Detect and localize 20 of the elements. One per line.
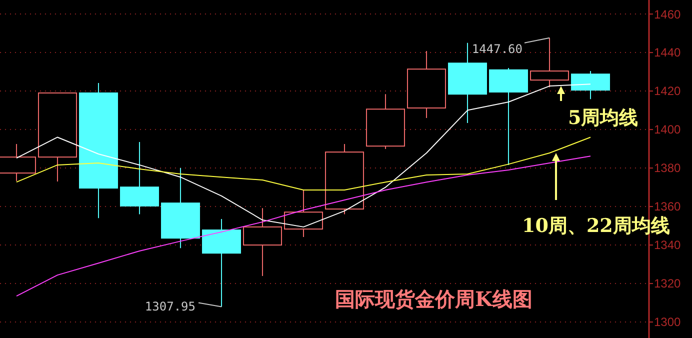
candlestick [120, 142, 159, 215]
y-tick-label: 1360 [654, 200, 682, 214]
line-series [16, 136, 591, 190]
text: 国际现货金价周K线图 [335, 287, 532, 311]
candlestick [243, 208, 282, 277]
annotation: 5周均线 [568, 107, 638, 129]
candlestick [284, 189, 323, 238]
y-tick-label: 1340 [654, 238, 682, 252]
annotation: 1447.60 [472, 42, 522, 56]
annotation: 1307.95 [144, 300, 196, 314]
y-tick-label: 1440 [654, 46, 682, 60]
y-tick-label: 1460 [654, 7, 682, 22]
y-tick-label: 1300 [654, 315, 682, 330]
y-tick-label: 1320 [654, 276, 682, 291]
y-tick-label: 1420 [654, 84, 682, 98]
y-tick-label: 1380 [654, 161, 682, 176]
candlestick [79, 82, 118, 219]
y-tick-label: 1400 [654, 122, 682, 137]
candlestick [407, 50, 446, 118]
candlestick [161, 168, 200, 249]
